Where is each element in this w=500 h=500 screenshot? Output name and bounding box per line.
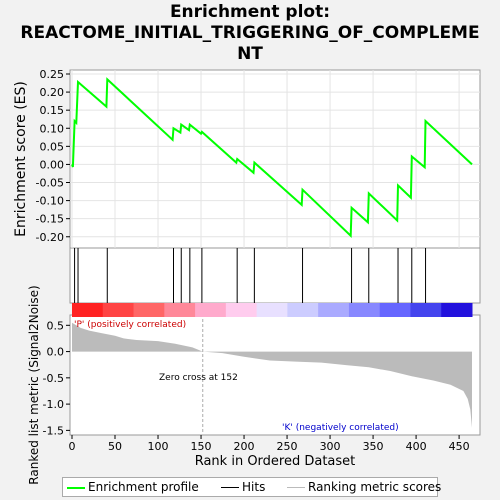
legend-label-ranking: Ranking metric scores [308,480,442,494]
es-tick-label: -0.10 [36,195,64,208]
es-tick-label: 0.25 [40,68,65,81]
x-tick-label: 50 [108,440,122,453]
x-ticks: 0 50 100 150 200 250 300 350 400 450 [69,435,470,453]
color-bar-segment [410,303,442,317]
zero-cross-label: Zero cross at 152 [159,373,238,383]
es-tick-label: 0.10 [40,122,65,135]
es-tick-label: -0.20 [36,231,64,244]
color-bar-segment [133,303,165,317]
ranking-tick-label: 0.5 [47,319,65,332]
es-y-axis-label: Enrichment score (ES) [13,81,29,237]
x-tick-label: 150 [191,440,212,453]
color-bar-segment [72,303,104,317]
legend-item-ranking: Ranking metric scores [287,480,441,494]
x-tick-label: 0 [69,440,76,453]
x-tick-label: 300 [320,440,341,453]
title-line-1: Enrichment plot: [169,2,331,22]
es-tick-label: 0.15 [40,104,65,117]
legend-swatch-ranking [287,487,305,488]
legend-label-hits: Hits [242,480,266,494]
es-tick-label: -0.05 [36,177,64,190]
es-tick-label: 0.05 [40,140,65,153]
color-bar-segment [195,303,227,317]
enrichment-profile-line [71,77,473,238]
x-tick-label: 450 [449,440,470,453]
color-bar-segment [256,303,288,317]
chart-title: Enrichment plot: REACTOME_INITIAL_TRIGGE… [0,2,500,65]
ranking-metric-area [72,322,472,428]
color-bar-segment [164,303,196,317]
ranking-tick-label: -1.0 [43,398,64,411]
color-bar-segment [441,303,473,317]
ranking-tick-label: -1.5 [43,424,64,437]
color-bar-segment [225,303,258,317]
color-bar-segment [287,303,319,317]
es-y-ticks: 0.25 0.20 0.15 0.10 0.05 0.00 -0.05 -0.10 -0.15 -… [36,68,70,244]
x-tick-label: 400 [406,440,427,453]
es-panel-background [69,69,481,249]
es-tick-label: 0.20 [40,86,65,99]
legend-swatch-hits [221,487,239,488]
hits-panel-background [69,247,481,304]
color-bar-segment [102,303,135,317]
es-grid [70,70,480,248]
x-tick-label: 200 [234,440,255,453]
title-line-2: REACTOME_INITIAL_TRIGGERING_OF_COMPLEME [20,23,480,43]
es-tick-label: -0.15 [36,213,64,226]
legend-item-enrichment: Enrichment profile [67,480,199,494]
color-bar-segment [379,303,411,317]
x-tick-label: 250 [277,440,298,453]
es-tick-label: 0.00 [40,158,65,171]
x-tick-label: 350 [363,440,384,453]
ranking-y-axis-label: Ranked list metric (Signal2Noise) [27,285,41,484]
hit-marks [74,248,427,303]
rank-color-bar [72,303,473,317]
ranking-tick-label: -0.5 [43,372,64,385]
positive-correlation-label: 'P' (positively correlated) [74,320,186,330]
legend-item-hits: Hits [221,480,265,494]
x-axis-label: Rank in Ordered Dataset [195,454,356,469]
color-bar-segment [318,303,350,317]
negative-correlation-label: 'K' (negatively correlated) [282,423,399,433]
legend: Enrichment profile Hits Ranking metric s… [62,477,441,497]
legend-swatch-enrichment [67,486,85,489]
ranking-y-ticks: 0.5 0.0 -0.5 -1.0 -1.5 [43,319,70,437]
legend-label-enrichment: Enrichment profile [88,480,199,494]
x-tick-label: 100 [148,440,169,453]
ranking-tick-label: 0.0 [47,346,65,359]
color-bar-segment [348,303,381,317]
title-line-3: NT [237,44,263,64]
